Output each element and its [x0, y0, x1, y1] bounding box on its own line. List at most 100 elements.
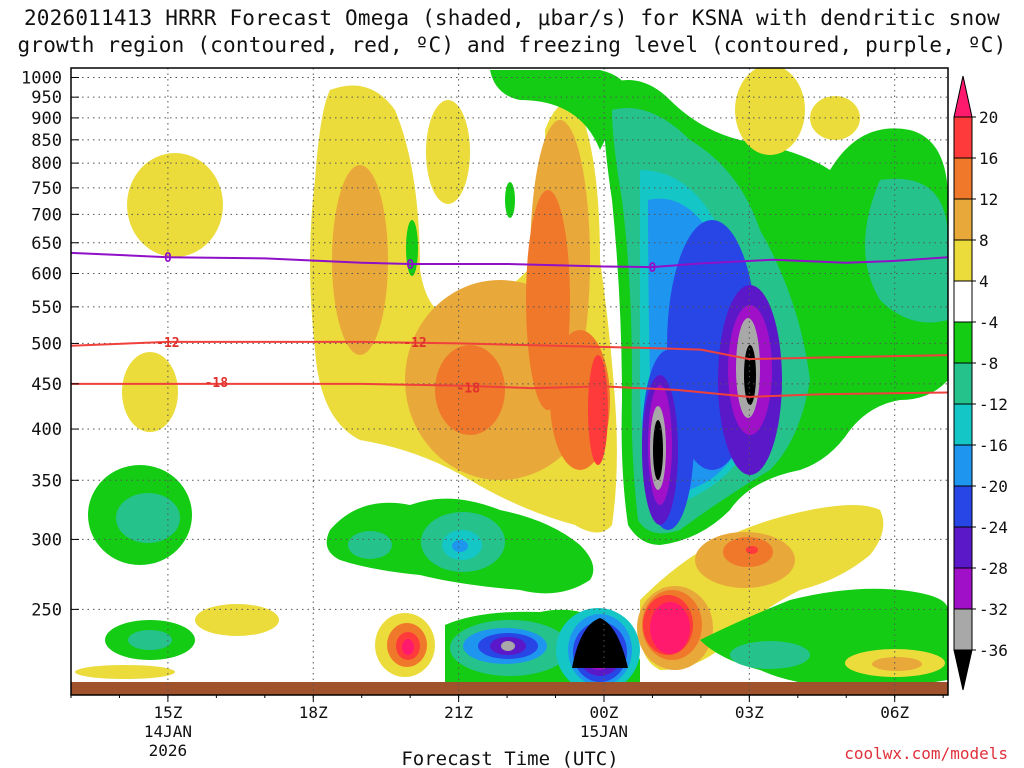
- y-tick-label: 400: [31, 420, 62, 440]
- colorbar-segment: [953, 403, 973, 446]
- y-tick-label: 750: [31, 179, 62, 199]
- plot-frame: [70, 67, 949, 696]
- colorbar-segment: [953, 239, 973, 282]
- colorbar-label: -8: [979, 354, 998, 373]
- colorbar-label: 8: [979, 231, 989, 250]
- contour-line: [71, 382, 948, 398]
- omega-region: [572, 618, 628, 668]
- grid: [71, 68, 948, 695]
- y-tick-label: 800: [31, 154, 62, 174]
- colorbar-segment: [953, 567, 973, 610]
- colorbar-segment: [953, 526, 973, 569]
- omega-region: [490, 70, 627, 150]
- colorbar-arrow-bottom: [953, 649, 973, 691]
- colorbar: 20 16 12 8 4 -4 -8 -12 -16 -20 -24 -28 -32 -36: [953, 75, 1008, 691]
- omega-region: [435, 345, 505, 435]
- contour-line: [71, 251, 948, 269]
- y-tick-label: 250: [31, 600, 62, 620]
- colorbar-label: -36: [979, 641, 1008, 660]
- axes: 2503003504004505005506006507007508008509…: [21, 68, 944, 760]
- contour-label: 0: [406, 258, 414, 273]
- x-tick-label: 21Z: [444, 703, 473, 722]
- x-tick-label: 2026: [149, 741, 188, 760]
- chart-title-line-1: 2026011413 HRRR Forecast Omega (shaded, …: [23, 6, 1001, 30]
- y-tick-label: 350: [31, 471, 62, 491]
- omega-region: [501, 641, 515, 651]
- omega-region: [872, 657, 922, 671]
- colorbar-label: -20: [979, 477, 1008, 496]
- x-tick-label: 15Z: [153, 703, 182, 722]
- omega-region: [505, 182, 515, 218]
- colorbar-label: 12: [979, 190, 998, 209]
- x-tick-label: 06Z: [880, 703, 909, 722]
- omega-region: [746, 546, 758, 554]
- omega-region: [348, 531, 392, 559]
- y-tick-label: 850: [31, 131, 62, 151]
- y-tick-label: 950: [31, 88, 62, 108]
- omega-shading: [75, 68, 948, 692]
- colorbar-label: 16: [979, 149, 998, 168]
- omega-region: [653, 420, 663, 480]
- colorbar-arrow-top: [953, 75, 973, 118]
- omega-region: [406, 220, 418, 276]
- contour-label: -18: [205, 376, 229, 391]
- x-tick-label: 18Z: [299, 703, 328, 722]
- y-tick-label: 900: [31, 109, 62, 129]
- y-tick-label: 300: [31, 530, 62, 550]
- colorbar-label: -12: [979, 395, 1008, 414]
- terrain-strip: [71, 682, 948, 695]
- temperature-contours: -18 -18 -12 -12 0 0 0: [71, 251, 948, 398]
- omega-region: [452, 540, 468, 552]
- x-tick-label: 14JAN: [144, 722, 192, 741]
- colorbar-label: -28: [979, 559, 1008, 578]
- omega-region: [127, 153, 223, 257]
- colorbar-segment: [953, 157, 973, 200]
- x-tick-label: 03Z: [735, 703, 764, 722]
- colorbar-label: -4: [979, 313, 998, 332]
- x-axis-label: Forecast Time (UTC): [401, 748, 618, 768]
- x-tick-label: 00Z: [590, 703, 619, 722]
- y-tick-label: 500: [31, 334, 62, 354]
- chart-title-line-2: growth region (contoured, red, ºC) and f…: [17, 33, 1007, 57]
- y-tick-label: 600: [31, 264, 62, 284]
- omega-region: [588, 355, 608, 465]
- omega-region: [116, 493, 180, 543]
- contour-label: -18: [457, 381, 481, 396]
- omega-region: [735, 68, 805, 155]
- y-tick-label: 1000: [21, 68, 62, 88]
- colorbar-segment: [953, 116, 973, 159]
- colorbar-label: -32: [979, 600, 1008, 619]
- omega-region: [128, 630, 172, 650]
- colorbar-segment: [953, 198, 973, 241]
- omega-region: [195, 604, 279, 636]
- credit-text: coolwx.com/models: [844, 744, 1008, 763]
- y-tick-label: 550: [31, 298, 62, 318]
- contour-label: -12: [156, 336, 179, 351]
- colorbar-segment: [953, 608, 973, 651]
- contour-label: -12: [403, 336, 426, 351]
- x-tick-label: 15JAN: [580, 722, 628, 741]
- contour-label: 0: [164, 251, 172, 266]
- omega-region: [650, 602, 690, 654]
- contour-label: 0: [649, 261, 657, 276]
- colorbar-segment: [953, 362, 973, 405]
- y-tick-label: 450: [31, 375, 62, 395]
- contour-line: [71, 340, 948, 361]
- colorbar-label: -24: [979, 518, 1008, 537]
- colorbar-segment: [953, 321, 973, 364]
- y-tick-label: 650: [31, 234, 62, 254]
- y-tick-label: 700: [31, 205, 62, 225]
- omega-region: [426, 100, 470, 204]
- colorbar-label: -16: [979, 436, 1008, 455]
- omega-region: [332, 165, 388, 355]
- omega-region: [730, 641, 810, 669]
- omega-region: [122, 352, 178, 432]
- colorbar-label: 20: [979, 108, 998, 127]
- colorbar-segment: [953, 280, 973, 323]
- omega-region: [75, 665, 175, 679]
- colorbar-segment: [953, 444, 973, 487]
- colorbar-label: 4: [979, 272, 989, 291]
- colorbar-segment: [953, 485, 973, 528]
- omega-region: [810, 96, 860, 140]
